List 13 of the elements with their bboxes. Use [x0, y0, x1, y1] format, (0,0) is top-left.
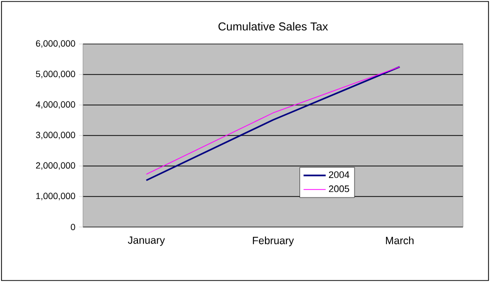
legend-label: 2005	[328, 185, 350, 192]
y-tick-label: 2,000,000	[36, 162, 76, 170]
y-tick-label: 6,000,000	[36, 40, 76, 48]
y-tick-label: 1,000,000	[36, 192, 76, 200]
x-tick-label: February	[252, 236, 294, 246]
y-tick-label: 4,000,000	[36, 101, 76, 109]
x-tick-label: March	[386, 236, 414, 244]
y-tick-label: 3,000,000	[36, 132, 76, 140]
y-tick-label: 0	[70, 224, 76, 230]
chart-title: Cumulative Sales Tax	[218, 22, 328, 30]
legend-label: 2004	[328, 171, 350, 178]
y-tick-label: 5,000,000	[36, 70, 76, 78]
x-tick-label: January	[128, 236, 165, 246]
